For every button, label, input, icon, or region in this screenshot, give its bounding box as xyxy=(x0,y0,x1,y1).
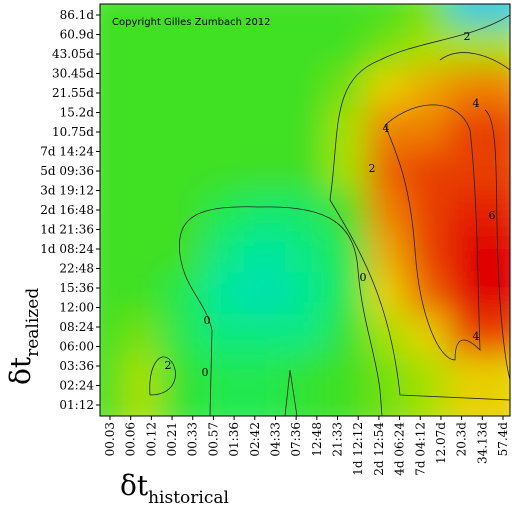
x-tick-label: 01:36 xyxy=(227,422,241,457)
y-tick-label: 22:48 xyxy=(59,262,94,276)
x-tick-label: 00.06 xyxy=(124,422,138,456)
cells xyxy=(100,4,510,416)
contour-line xyxy=(439,52,510,71)
contour-label: 2 xyxy=(165,359,172,372)
x-axis-label: δthistorical xyxy=(120,469,229,508)
x-tick-label: 2d 12:54 xyxy=(372,422,386,476)
contour-line xyxy=(484,109,510,381)
y-tick-label: 1d 08:24 xyxy=(40,242,94,256)
contour-label: 4 xyxy=(383,122,390,135)
axes: 86.1d 60.9d 43.05d 30.45d 21.55d 15.2d 10.75d 7… xyxy=(40,8,510,476)
x-tick-label: 1d 12:12 xyxy=(351,422,365,476)
y-tick-label: 08:24 xyxy=(59,320,94,334)
y-tick-label: 7d 14:24 xyxy=(40,145,94,159)
y-tick-label: 5d 09:36 xyxy=(40,164,94,178)
contour-label: 0 xyxy=(204,314,211,327)
x-tick-label: 21:33 xyxy=(331,422,345,457)
contour-line xyxy=(178,206,383,416)
x-subscript: historical xyxy=(148,488,229,508)
contour-label: 0 xyxy=(202,366,209,379)
copyright: Copyright Gilles Zumbach 2012 xyxy=(112,17,271,28)
x-tick-label: 00.03 xyxy=(103,422,117,456)
y-tick-label: 1d 21:36 xyxy=(40,223,94,237)
contour-label: 4 xyxy=(473,97,480,110)
x-tick-label: 57.4d xyxy=(496,422,510,457)
x-tick-label: 12:48 xyxy=(310,422,324,457)
contour-line xyxy=(284,369,298,416)
y-tick-label: 3d 19:12 xyxy=(40,184,94,198)
x-tick-label: 04:33 xyxy=(268,422,282,457)
x-symbol: δt xyxy=(120,469,149,502)
y-tick-label: 60.9d xyxy=(60,28,95,42)
y-tick-label: 43.05d xyxy=(52,47,94,61)
y-symbol: δt xyxy=(4,356,37,385)
y-tick-label: 15:36 xyxy=(59,281,94,295)
contour-labels: 2 4 4 2 6 0 0 2 0 4 xyxy=(165,30,496,379)
y-subscript: realized xyxy=(23,288,43,357)
x-tick-label: 7d 04:12 xyxy=(413,422,427,476)
y-tick-label: 02:24 xyxy=(59,379,94,393)
contour-label: 0 xyxy=(360,271,367,284)
x-tick-label: 00.12 xyxy=(144,422,158,456)
x-tick-label: 00.33 xyxy=(186,422,200,456)
cell xyxy=(449,354,510,416)
x-tick-label: 34.13d xyxy=(475,422,489,464)
contour-label: 4 xyxy=(473,330,480,343)
y-tick-label: 03:36 xyxy=(59,359,94,373)
y-tick-label: 06:00 xyxy=(59,340,94,354)
contours xyxy=(149,14,510,416)
y-tick-label: 10.75d xyxy=(52,125,94,139)
contour-label: 2 xyxy=(369,162,376,175)
contour-label: 2 xyxy=(464,30,471,43)
x-tick-label: 07:36 xyxy=(289,422,303,457)
x-tick-label: 12.07d xyxy=(434,422,448,464)
y-tick-label: 86.1d xyxy=(60,8,95,22)
x-tick-label: 4d 06:24 xyxy=(393,422,407,476)
y-tick-label: 21.55d xyxy=(52,86,94,100)
y-tick-label: 30.45d xyxy=(52,67,94,81)
y-axis-label: δtrealized xyxy=(4,288,43,385)
contour-line xyxy=(384,104,481,361)
contour-line xyxy=(329,14,510,401)
y-tick-label: 2d 16:48 xyxy=(40,203,94,217)
heatmap xyxy=(100,4,510,416)
y-tick-label: 15.2d xyxy=(60,106,95,120)
x-tick-label: 02:42 xyxy=(248,422,262,457)
y-tick-label: 01:12 xyxy=(59,398,94,412)
x-tick-label: 00.21 xyxy=(165,422,179,456)
x-tick-label: 20.3d xyxy=(455,422,469,457)
y-tick-label: 12:00 xyxy=(59,301,94,315)
x-tick-label: 00.57 xyxy=(206,422,220,456)
contour-line xyxy=(179,254,213,416)
contour-label: 6 xyxy=(489,209,496,222)
